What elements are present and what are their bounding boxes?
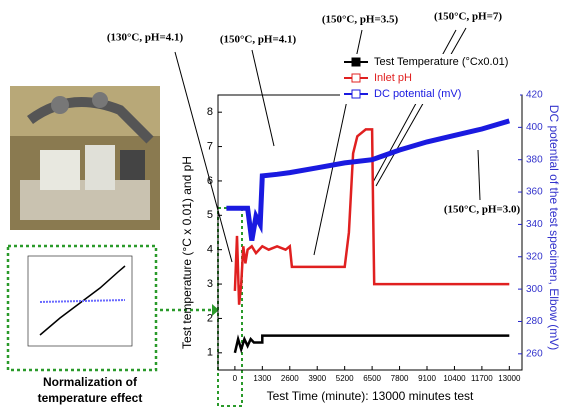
y-tick-label: 7 [207,140,213,152]
y-tick-label: 1 [207,347,213,359]
y-tick-label: 4 [207,244,213,256]
y2-tick-label: 300 [526,284,543,295]
x-tick-label: 9100 [418,374,436,383]
annotation: (150°C, pH=3.0) [444,204,521,216]
legend-label: DC potential (mV) [374,88,461,100]
annotation: (150°C, pH=7) [434,11,502,23]
legend-label: Test Temperature (°Cx0.01) [374,56,508,68]
series-line [233,128,510,305]
x-tick-label: 6500 [363,374,381,383]
x-tick-label: 10400 [443,374,466,383]
x-tick-label: 2600 [281,374,299,383]
x-tick-label: 3900 [308,374,326,383]
y2-tick-label: 320 [526,251,543,262]
x-tick-label: 7800 [391,374,409,383]
plot-area [217,94,523,371]
legend-box [340,54,520,104]
legend-marker [351,89,361,99]
x-tick-label: 5200 [336,374,354,383]
y-tick-label: 8 [207,106,213,118]
y2-tick-label: 280 [526,316,543,327]
inset-caption: temperature effect [38,391,143,405]
legend-marker [351,57,361,67]
y2-tick-label: 380 [526,154,543,165]
photo [10,86,160,230]
y-tick-label: 3 [207,278,213,290]
y2-tick-label: 360 [526,187,543,198]
x-axis-label: Test Time (minute): 13000 minutes test [267,389,474,403]
highlight-box [217,207,243,407]
x-tick-label: 13000 [498,374,521,383]
series-line [233,334,510,354]
y-tick-label: 5 [207,209,213,221]
y-tick-label: 6 [207,175,213,187]
y2-tick-label: 340 [526,219,543,230]
y2-tick-label: 420 [526,90,543,101]
y2-tick-label: 260 [526,348,543,359]
x-tick-label: 1300 [253,374,271,383]
y2-tick-label: 400 [526,122,543,133]
legend-marker [351,73,361,83]
x-tick-label: 0 [233,374,238,383]
y-axis-label: Test temperature (°C x 0.01) and pH [180,156,194,349]
annotation: (150°C, pH=4.1) [220,34,297,46]
inset [6,244,219,372]
inset-caption: Normalization of [43,375,138,389]
y-tick-label: 2 [207,312,213,324]
y2-axis-label: DC potential of the test specimen, Elbow… [547,105,561,350]
legend-label: Inlet pH [374,72,412,84]
annotation: (130°C, pH=4.1) [107,32,184,44]
x-tick-label: 11700 [471,374,493,383]
series-line [226,118,511,242]
annotation: (150°C, pH=3.5) [322,14,399,26]
